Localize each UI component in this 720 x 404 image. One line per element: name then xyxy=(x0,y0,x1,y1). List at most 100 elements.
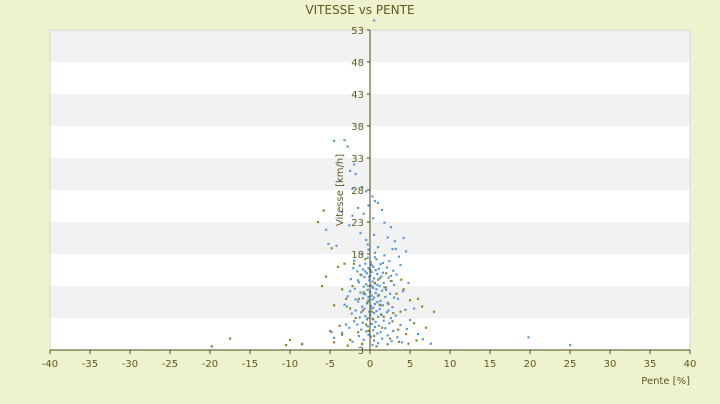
data-point xyxy=(368,279,371,282)
data-point xyxy=(371,298,374,301)
data-point xyxy=(401,341,404,344)
data-point xyxy=(382,315,385,318)
data-point xyxy=(377,201,380,204)
data-point xyxy=(379,263,382,266)
x-tick-label: 5 xyxy=(407,359,413,370)
data-point xyxy=(392,311,395,315)
data-point xyxy=(365,302,368,305)
chart-title: VITESSE vs PENTE xyxy=(305,3,414,17)
data-point xyxy=(388,260,391,263)
data-point xyxy=(346,295,349,298)
data-point xyxy=(387,302,390,306)
y-axis-label: Vitesse [km/h] xyxy=(335,154,346,226)
data-point xyxy=(405,333,408,336)
data-point xyxy=(385,286,388,289)
data-point xyxy=(383,286,386,289)
data-point xyxy=(384,295,387,299)
data-point xyxy=(429,342,432,345)
data-point xyxy=(362,292,365,295)
data-point xyxy=(333,139,336,142)
data-point xyxy=(367,329,370,332)
data-point xyxy=(372,265,375,268)
data-point xyxy=(373,277,376,280)
data-point xyxy=(389,279,392,283)
data-point xyxy=(397,255,400,258)
data-point xyxy=(378,277,381,280)
x-tick-label: 35 xyxy=(644,359,657,370)
data-point xyxy=(329,329,332,332)
data-point xyxy=(389,317,392,320)
data-point xyxy=(341,210,344,213)
data-point xyxy=(386,236,389,239)
data-point xyxy=(377,246,380,249)
data-point xyxy=(362,291,365,294)
data-point xyxy=(375,345,378,348)
data-point xyxy=(373,281,376,284)
data-point xyxy=(349,169,352,172)
data-point xyxy=(381,289,384,292)
x-tick-label: 15 xyxy=(484,359,497,370)
x-tick-label: 30 xyxy=(604,359,617,370)
data-point xyxy=(365,330,368,333)
data-point xyxy=(370,270,373,274)
data-point xyxy=(385,266,388,269)
data-point xyxy=(415,339,418,342)
data-point xyxy=(375,310,378,313)
x-tick-label: 10 xyxy=(444,359,457,370)
data-point xyxy=(362,338,365,341)
data-point xyxy=(394,314,397,317)
data-point xyxy=(385,311,388,314)
data-point xyxy=(357,279,360,282)
data-point xyxy=(373,19,376,22)
data-point xyxy=(395,273,398,276)
data-point xyxy=(372,306,375,309)
data-point xyxy=(349,338,352,341)
data-point xyxy=(386,301,389,304)
data-point xyxy=(376,301,379,304)
data-point xyxy=(399,263,402,267)
data-point xyxy=(377,294,380,297)
data-point xyxy=(345,297,348,300)
data-point xyxy=(361,309,364,312)
data-point xyxy=(210,345,213,348)
data-point xyxy=(390,340,393,343)
data-point xyxy=(364,293,367,296)
data-point xyxy=(379,304,382,307)
data-point xyxy=(325,275,328,278)
data-point xyxy=(405,327,408,331)
data-point xyxy=(354,309,357,312)
x-tick-label: -25 xyxy=(162,359,178,370)
data-point xyxy=(361,185,364,188)
data-point xyxy=(370,322,373,325)
data-point xyxy=(376,272,379,275)
y-tick-label: 43 xyxy=(351,90,364,101)
data-point xyxy=(361,297,364,300)
data-point xyxy=(389,337,392,340)
data-point xyxy=(365,272,368,275)
x-axis-ticks: -40 -35 -30 -25 -20 -15 -10 -5 0 5 10 15 20 25 30 35 40 xyxy=(42,350,696,370)
data-point xyxy=(397,328,400,331)
data-point xyxy=(351,340,354,343)
data-point xyxy=(361,253,364,256)
data-point xyxy=(379,331,382,334)
data-point xyxy=(389,226,392,229)
data-point xyxy=(285,343,288,347)
data-point xyxy=(365,318,368,321)
y-tick-label: 23 xyxy=(351,218,364,229)
data-point xyxy=(367,248,370,251)
data-point xyxy=(392,329,395,332)
data-point xyxy=(356,270,359,273)
data-point xyxy=(371,343,374,347)
data-point xyxy=(365,190,368,193)
data-point xyxy=(373,326,376,329)
data-point xyxy=(354,173,357,176)
x-tick-label: 20 xyxy=(524,359,537,370)
data-point xyxy=(417,333,420,336)
data-point xyxy=(353,259,356,262)
data-point xyxy=(369,304,372,307)
data-point xyxy=(377,315,380,318)
data-point xyxy=(369,261,372,264)
data-point xyxy=(368,310,371,313)
data-point xyxy=(385,288,388,291)
